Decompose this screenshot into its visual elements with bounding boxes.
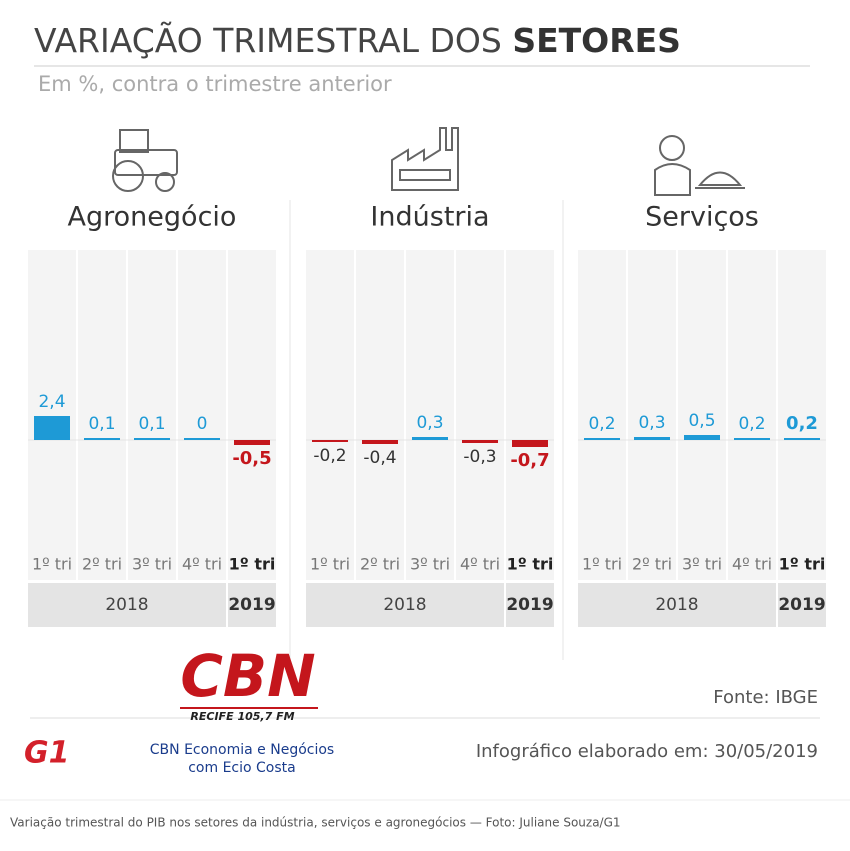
x-tick-label: 3º tri (132, 555, 172, 574)
bar (512, 440, 548, 447)
group-bg (306, 583, 504, 627)
panel-title: Serviços (645, 202, 759, 233)
value-label: 0,1 (88, 414, 115, 434)
x-tick-label: 1º tri (229, 555, 276, 574)
value-label: -0,3 (463, 447, 496, 467)
group-label: 2019 (506, 595, 553, 615)
column-bg (728, 250, 776, 580)
x-tick-label: 1º tri (507, 555, 554, 574)
x-tick-label: 1º tri (32, 555, 72, 574)
title-emphasis: SETORES (512, 21, 681, 60)
column-bg (128, 250, 176, 580)
value-label: 0,5 (688, 411, 715, 431)
bar (734, 438, 770, 440)
x-tick-label: 3º tri (410, 555, 450, 574)
value-label: 0,3 (638, 413, 665, 433)
bar (362, 440, 398, 444)
bar (184, 438, 220, 440)
icons (112, 127, 745, 196)
group-label: 2019 (778, 595, 825, 615)
cbn-frequency: 105,7 FM (237, 710, 294, 723)
x-tick-label: 1º tri (779, 555, 826, 574)
host: com Ecio Costa (188, 760, 296, 776)
bar (84, 438, 120, 440)
column-bg (456, 250, 504, 580)
column-bg (506, 250, 554, 580)
value-label: 0 (197, 414, 208, 434)
bar (412, 437, 448, 440)
x-tick-label: 4º tri (182, 555, 222, 574)
bar (634, 437, 670, 440)
x-tick-label: 4º tri (460, 555, 500, 574)
bar (584, 438, 620, 440)
column-bg (28, 250, 76, 580)
column-bg (306, 250, 354, 580)
value-label: 0,1 (138, 414, 165, 434)
group-bg (506, 583, 554, 627)
x-tick-label: 3º tri (682, 555, 722, 574)
x-tick-label: 1º tri (310, 555, 350, 574)
bar (34, 416, 70, 440)
bar (462, 440, 498, 443)
value-label: -0,5 (232, 448, 271, 469)
bar (312, 440, 348, 442)
column-bg (678, 250, 726, 580)
caption: Variação trimestral do PIB nos setores d… (10, 816, 621, 830)
x-tick-label: 2º tri (360, 555, 400, 574)
value-label: 0,3 (416, 413, 443, 433)
cbn-logo: CBN (180, 642, 315, 710)
column-bg (78, 250, 126, 580)
value-label: 0,2 (588, 414, 615, 434)
bar (784, 438, 820, 440)
group-bg (778, 583, 826, 627)
value-label: 2,4 (38, 392, 65, 412)
group-bg (28, 583, 226, 627)
value-label: -0,2 (313, 446, 346, 466)
value-label: -0,7 (510, 450, 549, 471)
program: CBN Economia e Negócios (150, 742, 334, 758)
column-bg (406, 250, 454, 580)
value-label: 0,2 (786, 413, 818, 434)
panel-title: Agronegócio (68, 202, 237, 233)
value-label: 0,2 (738, 414, 765, 434)
value-label: -0,4 (363, 448, 396, 468)
cbn-city: RECIFE (190, 710, 234, 723)
column-bg (628, 250, 676, 580)
title-text: VARIAÇÃO TRIMESTRAL DOS (34, 21, 502, 60)
source: Fonte: IBGE (713, 687, 818, 708)
group-label: 2018 (105, 595, 148, 615)
column-bg (778, 250, 826, 580)
group-label: 2019 (228, 595, 275, 615)
brand-logo: G1 (24, 736, 70, 771)
x-tick-label: 1º tri (582, 555, 622, 574)
group-label: 2018 (383, 595, 426, 615)
group-bg (578, 583, 776, 627)
x-tick-label: 4º tri (732, 555, 772, 574)
bar (684, 435, 720, 440)
x-tick-label: 2º tri (632, 555, 672, 574)
column-bg (578, 250, 626, 580)
subtitle: Em %, contra o trimestre anterior (38, 72, 392, 96)
column-bg (228, 250, 276, 580)
date-note: Infográfico elaborado em: 30/05/2019 (476, 741, 818, 762)
bar (234, 440, 270, 445)
column-bg (178, 250, 226, 580)
group-bg (228, 583, 276, 627)
column-bg (356, 250, 404, 580)
group-label: 2018 (655, 595, 698, 615)
title: VARIAÇÃO TRIMESTRAL DOS SETORES (34, 21, 681, 60)
bar (134, 438, 170, 440)
panel-title: Indústria (370, 202, 489, 233)
x-tick-label: 2º tri (82, 555, 122, 574)
